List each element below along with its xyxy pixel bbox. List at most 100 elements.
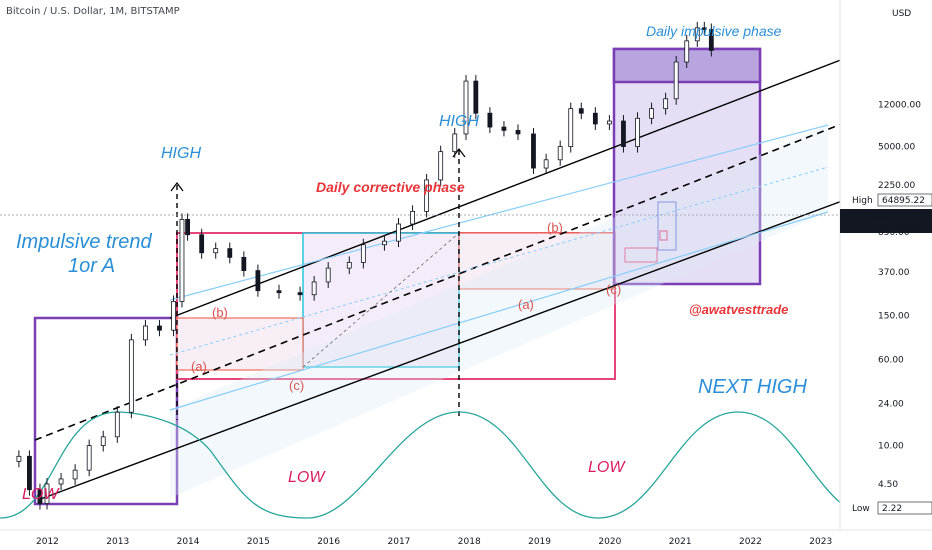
label-daily-impulsive: Daily impulsive phase [646, 23, 782, 39]
x-tick-label: 2022 [739, 537, 762, 547]
candle-body [100, 436, 106, 446]
x-tick-label: 2014 [177, 537, 200, 547]
candle-body [241, 256, 247, 271]
candle-body [501, 126, 507, 131]
candle-body [568, 108, 574, 147]
y-tick-label: 2250.00 [878, 181, 915, 191]
candle-body [438, 151, 444, 181]
candle-body [325, 267, 331, 283]
candle-body [346, 262, 352, 269]
candle-body [297, 292, 303, 296]
candle-body [694, 27, 700, 42]
candle-body [128, 339, 134, 413]
label-daily-corrective: Daily corrective phase [316, 179, 465, 195]
label-next-high: NEXT HIGH [698, 376, 807, 398]
impulsive-phase-box [614, 49, 760, 284]
channel-layer [0, 45, 878, 519]
candle-body [86, 445, 92, 471]
price-axis-unit: USD [892, 9, 911, 19]
high-price-tag [877, 193, 932, 207]
label-low-2: LOW [288, 469, 326, 486]
corrective-wave2-box [458, 232, 616, 290]
mini-box-3 [659, 230, 668, 241]
label-wave-b2: (b) [547, 220, 563, 235]
candle-body [531, 133, 536, 169]
high-tag-label: High [852, 196, 873, 206]
current-tag-countdown: 06:08:05 [880, 223, 920, 233]
candle-body [410, 210, 415, 225]
current-tag-value: 36847.05 [880, 212, 923, 222]
candle-body [557, 146, 563, 161]
candle-body [396, 223, 401, 242]
label-impulsive-trend: Impulsive trend [16, 231, 152, 253]
channel-light-mid [169, 166, 829, 356]
price-axis-bg [840, 0, 932, 530]
candle-body [463, 80, 469, 135]
candle-body [16, 455, 22, 462]
label-wave-c1: (c) [289, 378, 304, 393]
candle-body [684, 40, 690, 63]
candle-body [311, 281, 317, 296]
candle-body [592, 112, 598, 125]
x-tick-label: 2012 [36, 537, 59, 547]
candle-body [179, 219, 185, 302]
candle-body [452, 133, 458, 153]
candle-body [213, 248, 219, 254]
x-tick-label: 2018 [458, 537, 481, 547]
candle-body [708, 29, 714, 51]
x-tick-label: 2021 [669, 537, 692, 547]
x-tick-label: 2020 [598, 537, 621, 547]
candle-body [276, 290, 282, 294]
label-high-2: HIGH [439, 113, 479, 130]
trend-dashed-thin [302, 232, 460, 368]
mini-box-2 [657, 201, 677, 251]
x-tick-label: 2015 [247, 537, 270, 547]
channel-mid-dashed [34, 115, 863, 441]
x-tick-label: 2017 [388, 537, 411, 547]
candle-body [663, 98, 669, 110]
chart-title: Bitcoin / U.S. Dollar, 1M, BITSTAMP [6, 6, 180, 17]
candle-body [473, 80, 479, 114]
boxes-layer [33, 47, 762, 506]
x-tick-label: 2016 [317, 537, 340, 547]
candles-layer [16, 21, 714, 510]
candle-body [58, 478, 64, 485]
channel-lower [37, 187, 878, 501]
current-price-tag [840, 209, 932, 233]
candle-body [199, 234, 205, 254]
y-tick-label: 24.00 [878, 399, 904, 409]
annotations-layer: Impulsive trend 1or A HIGH HIGH Daily co… [16, 23, 807, 503]
label-handle: @awatvesttrade [689, 302, 788, 317]
cycle-wave [0, 411, 878, 519]
channel-upper [169, 45, 878, 319]
candle-body [649, 108, 654, 119]
y-tick-label: 60.00 [878, 355, 904, 365]
candle-body [171, 301, 176, 331]
label-low-3: LOW [588, 459, 626, 476]
impulsive-trend-box [33, 316, 179, 506]
time-axis[interactable]: 2012 2013 2014 2015 2016 2017 2018 2019 2020 2021… [0, 529, 932, 547]
label-1-or-a: 1or A [68, 255, 115, 277]
low-tag-label: Low [852, 504, 870, 514]
label-high-1: HIGH [161, 145, 201, 162]
candle-body [487, 112, 493, 128]
candle-body [382, 240, 387, 246]
candle-body [37, 489, 43, 504]
candle-body [114, 411, 120, 438]
candle-body [157, 325, 162, 331]
candle-body [701, 27, 707, 30]
y-tick-label: 370.00 [878, 268, 910, 278]
candle-body [673, 61, 679, 100]
candle-body [143, 325, 148, 341]
candle-body [44, 483, 50, 504]
high-arrow-1 [170, 182, 184, 192]
x-tick-label: 2023 [809, 537, 832, 547]
label-wave-c2: (c) [606, 282, 621, 297]
label-wave-b1: (b) [212, 305, 228, 320]
label-wave-a1: (a) [191, 359, 207, 374]
price-axis[interactable]: USD 45000000.0020000000.009000000.004000… [839, 0, 932, 530]
y-tick-label: 150.00 [878, 311, 910, 321]
candle-body [27, 455, 32, 491]
high-tag-value: 64895.22 [882, 196, 925, 206]
